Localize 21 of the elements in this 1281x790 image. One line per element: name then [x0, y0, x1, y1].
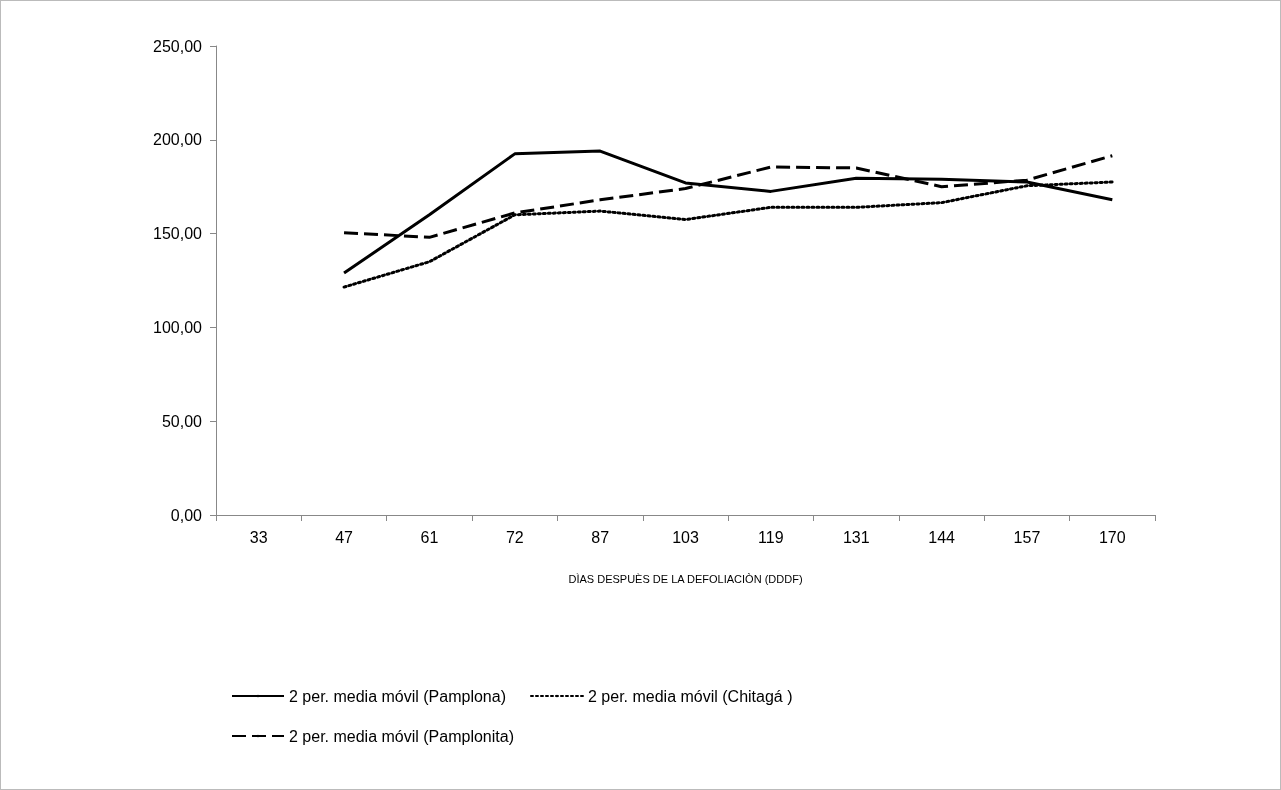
x-tick-label: 72 [505, 528, 524, 546]
x-tick-label: 157 [1013, 528, 1041, 546]
y-tick-label: 0,00 [170, 506, 203, 524]
y-tick-label: 200,00 [153, 131, 203, 149]
x-tick-label: 170 [1098, 528, 1126, 546]
legend-label: 2 per. media móvil (Chitagá ) [587, 687, 793, 705]
x-axis-title: DÌAS DESPUÈS DE LA DEFOLIACIÒN (DDDF) [568, 572, 803, 585]
x-tick-label: 119 [758, 528, 784, 546]
legend-label: 2 per. media móvil (Pamplonita) [289, 727, 514, 745]
x-tick-label: 87 [591, 528, 610, 546]
x-tick-label: 33 [249, 528, 268, 546]
y-tick-label: 50,00 [161, 412, 203, 430]
x-tick-label: 103 [672, 528, 699, 546]
x-tick-label: 144 [928, 528, 956, 546]
x-tick-label: 47 [335, 528, 354, 546]
x-tick-label: 131 [842, 528, 870, 546]
y-tick-label: 100,00 [153, 318, 203, 336]
legend-label: 2 per. media móvil (Pamplona) [289, 687, 506, 705]
y-tick-label: 150,00 [153, 225, 203, 243]
y-tick-label: 250,00 [153, 37, 203, 55]
x-tick-label: 61 [420, 528, 439, 546]
